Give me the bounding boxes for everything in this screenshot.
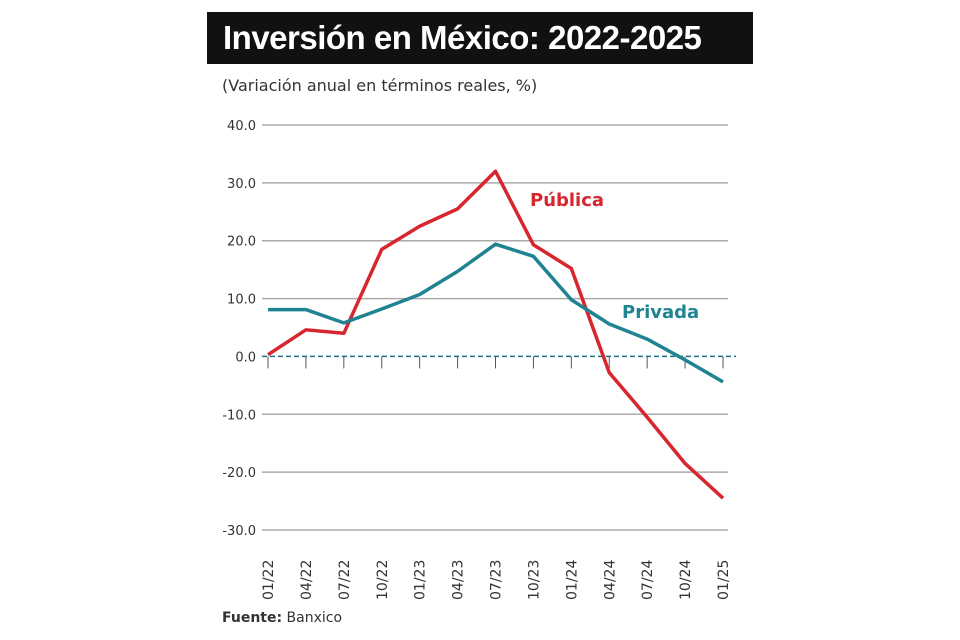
x-tick-label: 07/23 — [489, 560, 505, 600]
y-tick-label: 10.0 — [227, 293, 256, 308]
y-tick-label: -10.0 — [222, 408, 256, 423]
x-tick-label: 01/22 — [261, 560, 277, 600]
x-tick-label: 04/24 — [602, 560, 618, 600]
y-tick-label: 40.0 — [227, 119, 256, 134]
x-tick-label: 10/24 — [678, 560, 694, 600]
x-tick-label: 10/22 — [375, 560, 391, 600]
y-tick-label: 20.0 — [227, 235, 256, 250]
x-tick-label: 04/23 — [451, 560, 467, 600]
x-tick-label: 04/22 — [299, 560, 315, 600]
series-label: Pública — [530, 190, 604, 211]
x-tick-label: 10/23 — [526, 560, 542, 600]
y-tick-label: 30.0 — [227, 177, 256, 192]
x-tick-label: 07/24 — [640, 560, 656, 600]
series-line-pública — [267, 169, 725, 500]
x-tick-label: 07/22 — [337, 560, 353, 600]
chart-subtitle: (Variación anual en términos reales, %) — [222, 76, 538, 95]
y-tick-label: -30.0 — [222, 524, 256, 539]
y-tick-label: 0.0 — [235, 350, 256, 365]
source-note: Fuente: Banxico — [222, 610, 342, 626]
source-label: Fuente: — [222, 610, 283, 626]
x-tick-label: 01/23 — [413, 560, 429, 600]
x-tick-label: 01/25 — [716, 560, 732, 600]
y-tick-label: -20.0 — [222, 466, 256, 481]
chart-title: Inversión en México: 2022-2025 — [207, 12, 753, 64]
source-value: Banxico — [286, 610, 343, 626]
series-label: Privada — [622, 302, 699, 323]
x-tick-label: 01/24 — [564, 560, 580, 600]
